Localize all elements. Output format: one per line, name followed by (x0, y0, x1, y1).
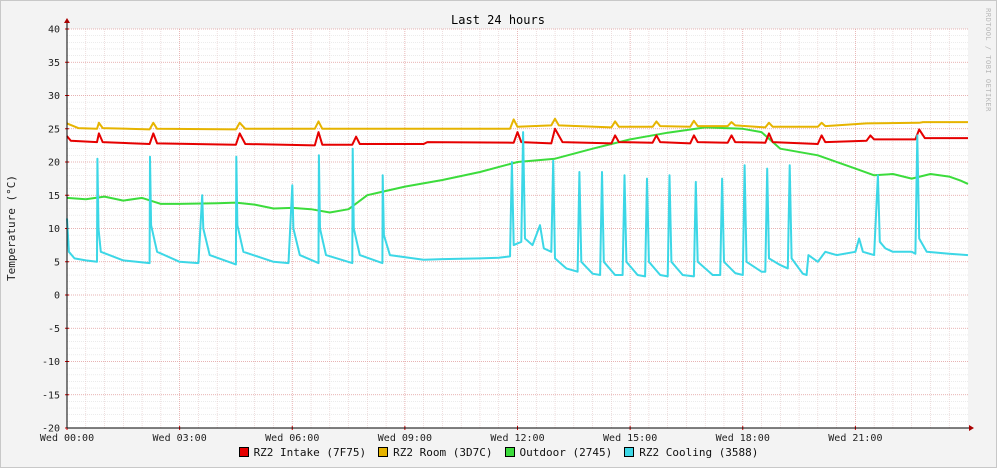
major-grid (65, 28, 968, 430)
series-line-rz2-intake-7f75 (66, 127, 968, 147)
watermark: RRDTOOL / TOBI OETIKER (984, 8, 992, 112)
y-tick-label: 5 (54, 257, 60, 268)
y-tick-label: -20 (42, 424, 60, 435)
y-tick-label: 10 (48, 224, 60, 235)
y-tick-labels: -20 -15 -10 -5 0 5 10 15 20 25 30 35 40 (42, 25, 60, 435)
x-tick-label: Wed 09:00 (378, 433, 432, 444)
series-layer (66, 117, 969, 278)
y-tick-label: -15 (42, 390, 60, 401)
y-tick-label: 0 (54, 291, 60, 302)
y-tick-label: 20 (48, 158, 60, 169)
y-tick-label: 35 (48, 58, 60, 69)
x-tick-label: Wed 03:00 (153, 433, 207, 444)
legend-label: RZ2 Cooling (3588) (639, 446, 759, 459)
legend-label: RZ2 Intake (7F75) (253, 446, 367, 459)
x-tick-label: Wed 21:00 (828, 433, 882, 444)
legend-swatch (504, 447, 515, 457)
axes (64, 18, 974, 431)
legend-label: Outdoor (2745) (519, 446, 613, 459)
y-tick-label: 40 (48, 25, 60, 36)
chart-title: Last 24 hours (451, 13, 545, 27)
y-tick-label: 30 (48, 91, 60, 102)
legend-swatch (378, 447, 389, 457)
y-axis-arrow (64, 18, 70, 23)
series-line-rz2-cooling-3588 (66, 131, 969, 278)
y-tick-label: 25 (48, 124, 60, 135)
x-axis-arrow (969, 425, 974, 431)
y-axis-label: Temperature (°C) (5, 175, 18, 281)
legend-item: RZ2 Room (3D7C) (378, 446, 493, 459)
series-line-outdoor-2745 (66, 126, 969, 214)
legend-item: RZ2 Cooling (3588) (624, 446, 758, 459)
y-tick-label: -5 (48, 324, 60, 335)
x-tick-label: Wed 06:00 (265, 433, 319, 444)
legend: RZ2 Intake (7F75) RZ2 Room (3D7C) Outdoor … (0, 446, 997, 459)
x-tick-label: Wed 15:00 (603, 433, 657, 444)
legend-swatch (624, 447, 635, 457)
x-tick-labels: Wed 00:00 Wed 03:00 Wed 06:00 Wed 09:00 Wed … (40, 433, 883, 444)
x-tick-label: Wed 12:00 (490, 433, 544, 444)
y-tick-label: -10 (42, 357, 60, 368)
legend-item: Outdoor (2745) (504, 446, 613, 459)
x-tick-label: Wed 18:00 (716, 433, 770, 444)
legend-item: RZ2 Intake (7F75) (238, 446, 367, 459)
legend-swatch (238, 447, 249, 457)
legend-label: RZ2 Room (3D7C) (393, 446, 493, 459)
y-tick-label: 15 (48, 191, 60, 202)
series-line-rz2-room-3d7c (66, 117, 968, 131)
x-tick-label: Wed 00:00 (40, 433, 94, 444)
